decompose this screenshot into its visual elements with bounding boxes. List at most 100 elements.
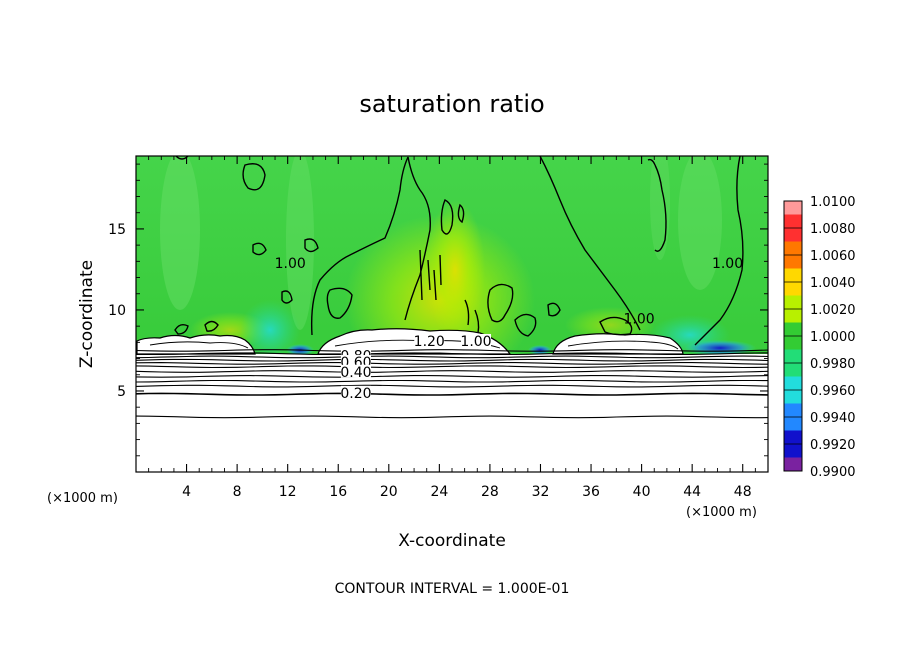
contour-line	[204, 320, 219, 332]
contour-line	[654, 164, 667, 252]
colorbar-segment	[784, 295, 802, 309]
x-tick-label: 8	[233, 484, 242, 500]
subsat-region	[528, 345, 552, 355]
contour-label: 1.20	[414, 334, 445, 350]
colorbar: 1.0100 1.0080 1.0060 1.0040 1.0020 1.0000 0.99…	[783, 195, 856, 480]
colorbar-segment	[784, 444, 802, 458]
contour-interval-note: CONTOUR INTERVAL = 1.000E-01	[335, 581, 570, 597]
subsat-region	[684, 340, 756, 356]
contour-line	[599, 316, 633, 336]
colorbar-label: 0.9940	[810, 411, 856, 426]
x-axis-label: X-coordinate	[398, 531, 506, 551]
x-unit-left: (×1000 m)	[47, 491, 118, 506]
low-contour-line	[136, 355, 768, 359]
contour-line	[326, 287, 353, 319]
colorbar-label: 1.0000	[810, 330, 856, 345]
contour-label: 1.00	[275, 256, 306, 272]
lower-field	[136, 354, 768, 472]
contour-label: 0.40	[340, 365, 371, 381]
contour-label: 1.00	[623, 311, 654, 327]
colorbar-segment	[784, 282, 802, 296]
x-tick-label: 24	[430, 484, 448, 500]
contour-line	[419, 249, 442, 301]
colorbar-segment	[784, 390, 802, 404]
y-axis-label: Z-coordinate	[77, 260, 97, 368]
colorbar-label: 1.0060	[810, 249, 856, 264]
colorbar-label: 0.9960	[810, 384, 856, 399]
colorbar-label: 1.0100	[810, 195, 856, 210]
y-tick-label: 5	[117, 384, 126, 400]
x-tick-label: 32	[532, 484, 550, 500]
contour-line	[547, 302, 561, 317]
moist-streak	[678, 156, 722, 290]
contour-line	[487, 283, 514, 323]
colorbar-segment	[784, 214, 802, 228]
colorbar-label: 0.9980	[810, 357, 856, 372]
colorbar-segment	[784, 403, 802, 417]
colorbar-label: 0.9920	[810, 438, 856, 453]
low-contour-line	[136, 370, 768, 373]
x-tick-label: 44	[683, 484, 701, 500]
contour-line	[694, 156, 744, 346]
x-tick-label: 4	[182, 484, 191, 500]
contour-label-bg	[414, 333, 445, 347]
low-contour-line	[136, 384, 768, 388]
colorbar-label: 1.0040	[810, 276, 856, 291]
contour-label: 1.00	[460, 334, 491, 350]
cloud-region	[136, 334, 256, 355]
low-contour-line	[136, 362, 768, 365]
low-contour-line	[136, 379, 768, 383]
contour-label: 1.00	[712, 256, 743, 272]
x-tick-label: 28	[481, 484, 499, 500]
colorbar-label: 1.0080	[810, 222, 856, 237]
contour-label-bg	[340, 364, 371, 378]
subsat-region	[240, 300, 300, 360]
supersat-region	[425, 200, 485, 340]
x-tick-label: 40	[633, 484, 651, 500]
colorbar-segment	[784, 201, 802, 215]
low-contour-line	[136, 365, 768, 369]
contour-line	[404, 156, 431, 321]
x-tick-label: 36	[582, 484, 600, 500]
contour-line	[440, 199, 454, 235]
colorbar-segment	[784, 457, 802, 471]
colorbar-segment	[784, 336, 802, 350]
colorbar-segment	[784, 255, 802, 269]
colorbar-segment	[784, 322, 802, 336]
y-tick-label: 15	[108, 222, 126, 238]
x-tick-label: 20	[380, 484, 398, 500]
colorbar-segment	[784, 349, 802, 363]
low-contour-line	[136, 392, 768, 396]
contour-line	[647, 158, 656, 166]
y-tick-label: 10	[108, 303, 126, 319]
contour-label-bg	[340, 385, 371, 399]
colorbar-segment	[784, 309, 802, 323]
plot-area: 1.001.001.001.201.000.800.600.400.20	[136, 156, 768, 472]
x-tick-label: 48	[734, 484, 752, 500]
colorbar-segment	[784, 241, 802, 255]
colorbar-segment	[784, 268, 802, 282]
contour-line	[457, 203, 465, 224]
low-contour-line	[136, 358, 768, 362]
x-unit-right: (×1000 m)	[686, 505, 757, 520]
contour-line	[242, 163, 266, 191]
colorbar-segment	[784, 417, 802, 431]
cloud-contour	[567, 340, 679, 350]
contour-line	[310, 156, 409, 336]
moist-streak	[160, 156, 200, 310]
colorbar-segment	[784, 228, 802, 242]
cloud-contour	[149, 341, 249, 349]
low-contour-line	[136, 415, 768, 419]
low-contour-line	[136, 352, 768, 356]
chart-title: saturation ratio	[359, 90, 544, 118]
contour-line	[281, 290, 293, 304]
contour-line	[514, 313, 537, 337]
contour-label-bg	[461, 333, 492, 347]
low-contour-line	[136, 349, 768, 352]
colorbar-label: 0.9900	[810, 465, 856, 480]
x-tick-label: 12	[279, 484, 297, 500]
contour-label: 0.20	[340, 386, 371, 402]
contour-line	[464, 299, 480, 334]
colorbar-segment	[784, 430, 802, 444]
